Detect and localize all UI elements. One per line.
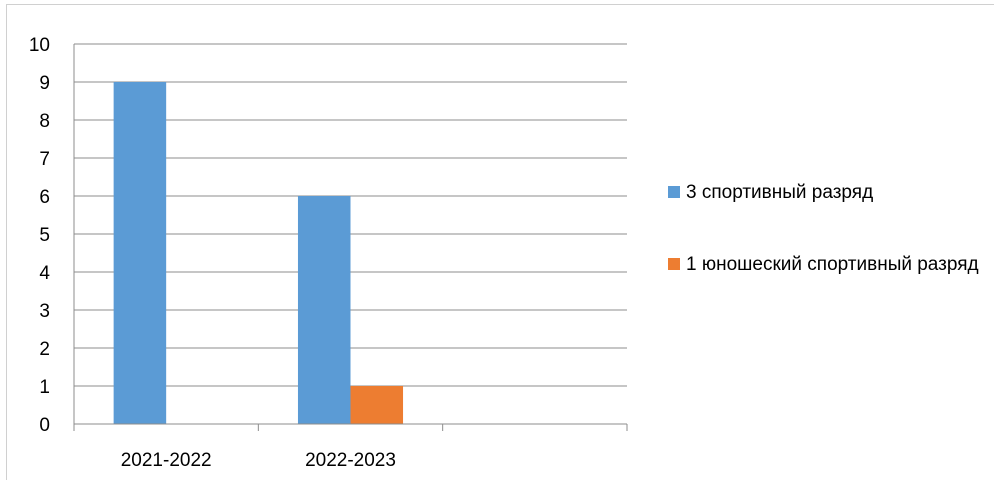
y-tick-label-6: 6: [39, 187, 50, 208]
y-tick-label-7: 7: [39, 149, 50, 170]
bar-2-2022-2023: [350, 386, 404, 424]
y-tick-labels: 0 1 2 3 4 5 6 7 8 9 10: [29, 35, 51, 436]
bars: [113, 82, 404, 424]
y-tick-label-8: 8: [39, 111, 50, 132]
legend-swatch-series-2: [668, 258, 680, 270]
legend: 3 спортивный разряд 1 юношеский спортивн…: [668, 178, 988, 322]
y-tick-label-2: 2: [39, 339, 50, 360]
legend-item-series-2: 1 юношеский спортивный разряд: [668, 250, 988, 280]
x-tick-labels: 2021-2022 2022-2023: [121, 450, 396, 471]
y-tick-label-1: 1: [39, 377, 50, 398]
y-tick-label-0: 0: [39, 415, 50, 436]
legend-label-series-1: 3 спортивный разряд: [686, 182, 874, 203]
y-tick-label-10: 10: [29, 35, 50, 56]
legend-label-series-2: 1 юношеский спортивный разряд: [686, 254, 979, 275]
chart-frame: [6, 4, 994, 480]
bar-1-2022-2023: [297, 196, 351, 424]
legend-item-series-1: 3 спортивный разряд: [668, 178, 988, 208]
x-tick-label-2021-2022: 2021-2022: [121, 450, 212, 471]
x-tick-label-2022-2023: 2022-2023: [305, 450, 396, 471]
y-tick-label-3: 3: [39, 301, 50, 322]
bar-1-2021-2022: [113, 82, 167, 424]
y-tick-label-9: 9: [39, 73, 50, 94]
y-tick-label-5: 5: [39, 225, 50, 246]
y-tick-label-4: 4: [39, 263, 50, 284]
legend-swatch-series-1: [668, 186, 680, 198]
axes: [73, 44, 628, 431]
